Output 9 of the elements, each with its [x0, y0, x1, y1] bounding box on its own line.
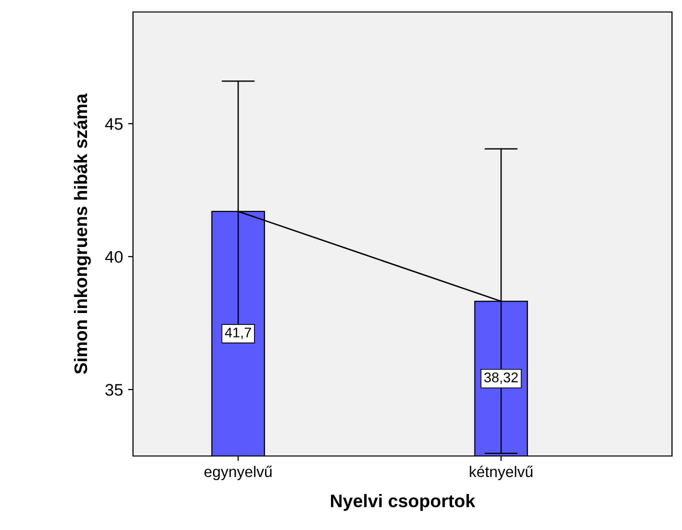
x-axis-title: Nyelvi csoportok	[330, 494, 476, 511]
y-tick-label: 40	[105, 251, 123, 263]
y-tick-label: 35	[105, 384, 123, 396]
data-label: 38,32	[484, 372, 518, 384]
y-tick-label: 45	[105, 118, 123, 130]
x-tick-label: egynyelvű	[204, 466, 272, 480]
data-label: 41,7	[224, 328, 251, 340]
x-tick-label: kétnyelvű	[470, 466, 533, 480]
y-axis-title: Simon inkongruens hibák száma	[74, 93, 91, 374]
